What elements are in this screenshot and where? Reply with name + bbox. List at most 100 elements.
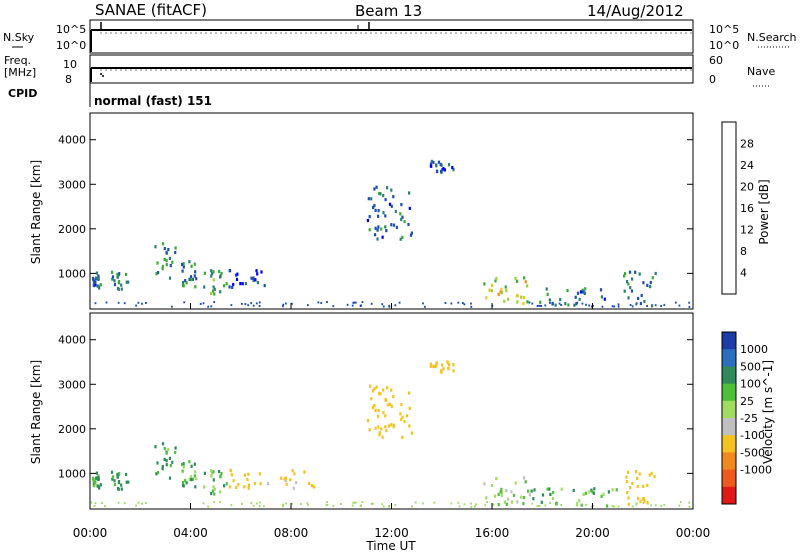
range-gate-cell [161, 467, 164, 471]
range-gate-cell [111, 275, 115, 279]
range-gate-cell [650, 471, 653, 475]
range-gate-cell [228, 269, 231, 273]
range-gate-cell [688, 505, 691, 508]
range-gate-cell [219, 290, 222, 294]
range-gate-cell [440, 169, 443, 173]
range-gate-cell [507, 297, 510, 301]
range-gate-cell [663, 303, 666, 306]
range-gate-cell [203, 485, 206, 489]
range-gate-cell [184, 479, 187, 483]
x-ticks: 00:00 04:00 08:00 12:00 16:00 20:00 00:00 [73, 303, 711, 540]
range-gate-cell [516, 279, 519, 283]
power-panel-frame [89, 112, 694, 310]
range-gate-cell [369, 384, 372, 388]
range-gate-cell [458, 505, 461, 508]
range-gate-cell [410, 431, 413, 435]
range-gate-cell [377, 214, 380, 218]
range-gate-cell [560, 304, 563, 306]
range-gate-cell [403, 420, 406, 424]
range-gate-cell [573, 303, 576, 307]
range-gate-cell [401, 435, 404, 439]
range-gate-cell [636, 484, 639, 489]
range-gate-cell [546, 487, 549, 491]
range-gate-cell [212, 485, 215, 489]
range-gate-cell [470, 305, 473, 308]
range-gate-cell [558, 302, 561, 305]
range-gate-cell [183, 301, 186, 304]
freq-right-tick-high: 60 [709, 54, 723, 67]
range-gate-cell [116, 472, 119, 476]
range-gate-cell [236, 272, 239, 276]
colorbar-tick-label: -500 [740, 446, 765, 459]
colorbar-swatch [722, 486, 736, 505]
range-gate-cell [194, 270, 197, 274]
range-gate-cell [165, 463, 168, 467]
range-gate-cell [523, 476, 526, 480]
range-gate-cell [523, 276, 526, 280]
velocity-ylabel: Slant Range [km] [29, 360, 43, 464]
range-gate-cell [590, 505, 593, 508]
range-gate-cell [626, 480, 629, 484]
range-gate-cell [540, 305, 543, 307]
range-gate-cell [435, 163, 438, 167]
range-gate-cell [161, 264, 164, 269]
noise-panel-frame [89, 19, 694, 54]
range-gate-cell [385, 398, 388, 402]
range-gate-cell [588, 490, 591, 494]
range-gate-cell [575, 503, 579, 507]
range-gate-cell [646, 483, 649, 487]
range-gate-cell [191, 477, 194, 481]
range-gate-cell [475, 503, 477, 506]
range-gate-cell [239, 282, 242, 286]
cpid-label: CPID [8, 87, 37, 100]
range-gate-cell [634, 270, 637, 274]
range-gate-cell [229, 469, 232, 473]
x-tick-label: 00:00 [676, 526, 711, 540]
range-gate-cell [613, 505, 616, 508]
range-gate-cell [462, 302, 464, 305]
range-gate-cell [185, 481, 188, 485]
range-gate-cell [169, 464, 172, 468]
range-gate-cell [174, 250, 177, 255]
range-gate-cell [90, 501, 93, 504]
range-gate-cell [168, 256, 171, 260]
range-gate-cell [116, 272, 119, 276]
range-gate-cell [516, 500, 519, 504]
freq-traces [90, 67, 692, 82]
range-gate-cell [188, 460, 191, 464]
range-gate-cell [193, 474, 196, 478]
range-gate-cell [390, 188, 393, 192]
range-gate-cell [372, 502, 374, 505]
range-gate-cell [211, 472, 214, 476]
range-gate-cell [97, 484, 100, 488]
range-gate-cell [373, 387, 376, 391]
range-gate-cell [630, 289, 634, 293]
range-gate-cell [584, 491, 587, 495]
range-gate-cell [414, 501, 417, 504]
range-gate-cell [94, 483, 97, 487]
range-gate-cell [378, 391, 381, 395]
range-gate-cell [95, 276, 98, 280]
range-gate-cell [94, 302, 97, 305]
range-gate-cell [635, 502, 638, 505]
range-gate-cell [444, 302, 447, 304]
range-gate-cell [155, 272, 158, 276]
range-gate-cell [241, 282, 244, 286]
range-gate-cell [514, 277, 517, 281]
range-gate-cell [165, 451, 168, 455]
range-gate-cell [91, 276, 95, 280]
range-gate-cell [95, 471, 98, 475]
range-gate-cell [258, 305, 261, 307]
range-gate-cell [627, 282, 630, 286]
range-gate-cell [252, 304, 255, 307]
range-gate-cell [599, 288, 603, 292]
freq-label: Freq. [4, 54, 31, 67]
range-gate-cell [120, 487, 123, 491]
range-gate-cell [255, 302, 258, 305]
range-gate-cell [688, 305, 691, 308]
range-gate-cell [635, 503, 638, 506]
range-gate-cell [524, 280, 527, 284]
range-gate-cell [98, 486, 101, 490]
range-gate-cell [377, 209, 380, 213]
range-gate-cell [370, 397, 373, 401]
